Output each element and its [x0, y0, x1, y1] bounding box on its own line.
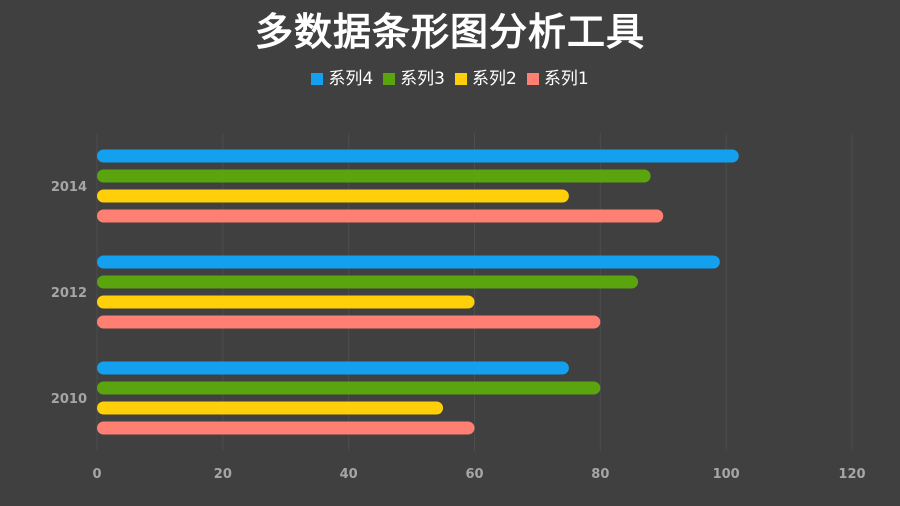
x-tick-label: 40	[340, 467, 358, 482]
bar	[97, 421, 475, 435]
y-tick-label: 2014	[51, 180, 87, 195]
legend-label: 系列3	[400, 69, 445, 89]
bar	[97, 315, 601, 329]
x-tick-label: 0	[92, 467, 101, 482]
bar	[97, 401, 444, 415]
bar	[97, 189, 569, 203]
x-tick-label: 80	[591, 467, 609, 482]
bar	[97, 209, 664, 223]
legend-swatch	[526, 73, 539, 85]
x-tick-label: 20	[214, 467, 232, 482]
legend-item: 系列1	[526, 66, 589, 92]
legend-item: 系列2	[455, 66, 517, 92]
x-tick-label: 60	[465, 467, 483, 482]
chart-legend: 系列4 系列3 系列2 系列1	[0, 66, 900, 92]
y-tick-label: 2010	[51, 392, 87, 407]
legend-label: 系列4	[328, 69, 374, 89]
y-tick-label: 2012	[51, 286, 87, 301]
legend-swatch	[455, 73, 467, 85]
bar	[97, 381, 601, 395]
legend-swatch	[311, 73, 324, 85]
legend-swatch	[383, 73, 396, 85]
bar	[97, 275, 639, 289]
x-tick-label: 100	[713, 467, 740, 482]
bar	[97, 361, 569, 375]
bar	[97, 169, 651, 183]
legend-item: 系列4	[311, 66, 373, 92]
legend-label: 系列2	[472, 69, 517, 89]
legend-label: 系列1	[543, 69, 589, 89]
legend-item: 系列3	[383, 66, 445, 92]
bar	[97, 255, 720, 269]
chart-title: 多数据条形图分析工具	[254, 10, 645, 54]
bar	[97, 295, 475, 309]
x-tick-label: 120	[838, 467, 865, 482]
bar	[97, 149, 739, 163]
